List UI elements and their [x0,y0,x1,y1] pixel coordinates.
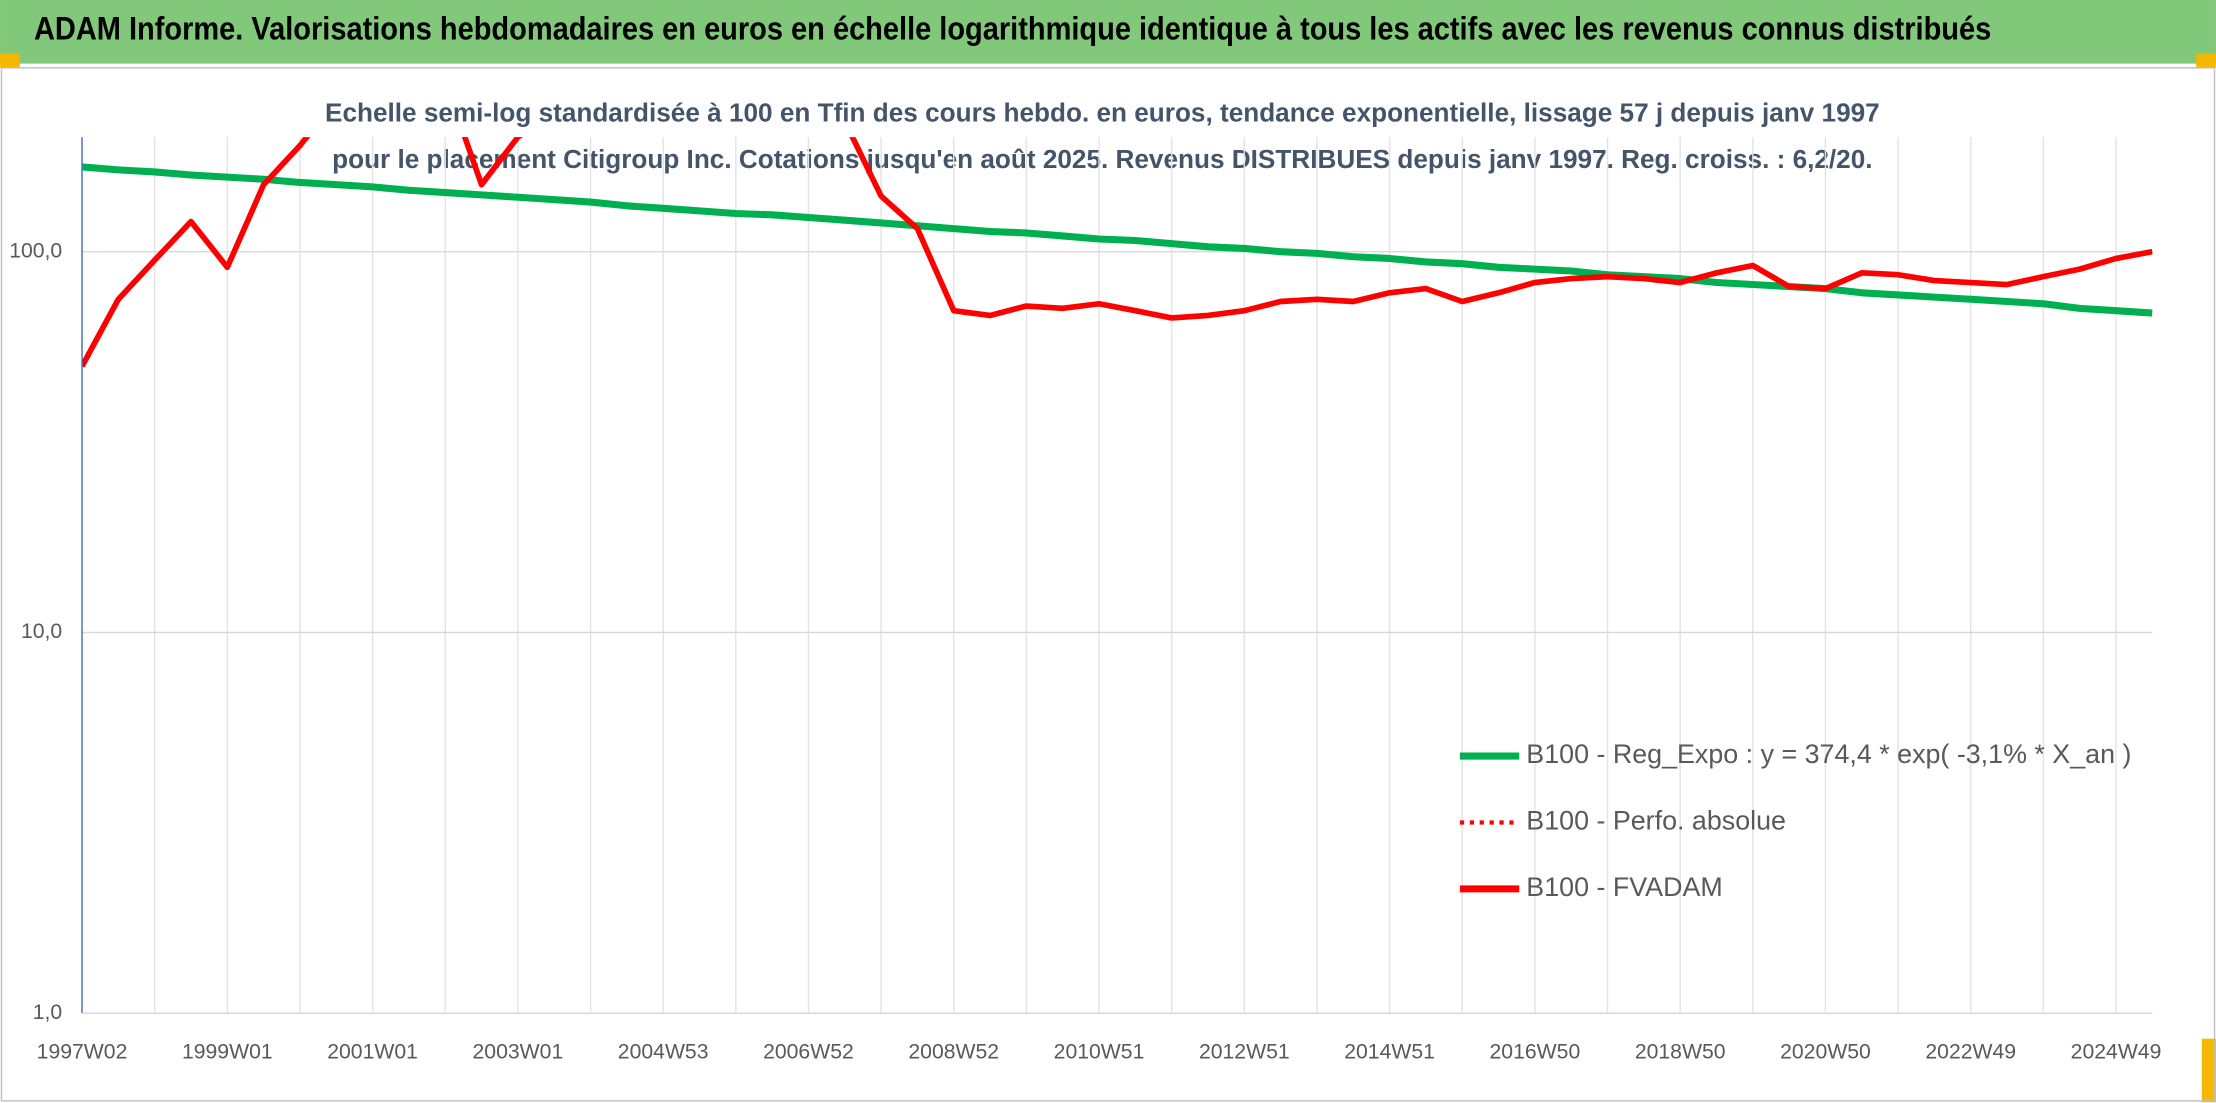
series-line [82,137,2153,368]
chart-title: ADAM Informe. Valorisations hebdomadaire… [34,11,1991,47]
x-tick-label: 2016W50 [1490,1040,1581,1063]
x-tick-label: 1997W02 [37,1040,128,1063]
x-tick-label: 2003W01 [473,1040,564,1063]
x-tick-label: 1999W01 [182,1040,273,1063]
corner-marker [0,53,20,68]
labels: 1,0 10,0 100,0 1997W02 1999W01 2001W01 2003W01… [9,239,2161,1063]
x-tick-label: 2022W49 [1925,1040,2016,1063]
x-tick-label: 2008W52 [908,1040,999,1063]
series-group [82,137,2153,368]
chart-subtitle: Echelle semi-log standardisée à 100 en T… [325,97,1880,174]
header-bar [0,0,2216,64]
x-tick-label: 2024W49 [2071,1040,2162,1063]
x-tick-label: 2012W51 [1199,1040,1290,1063]
corner-marker [2196,53,2216,68]
y-tick-label: 1,0 [33,1001,62,1024]
y-tick-label: 100,0 [9,239,62,262]
y-tick-label: 10,0 [21,620,62,643]
x-tick-label: 2020W50 [1780,1040,1871,1063]
x-tick-label: 2006W52 [763,1040,854,1063]
corner-marker [2201,1038,2216,1103]
x-tick-label: 2001W01 [327,1040,418,1063]
subtitle-box: Echelle semi-log standardisée à 100 en T… [325,97,1880,174]
x-tick-label: 2004W53 [618,1040,709,1063]
legend-label: B100 - Perfo. absolue [1526,806,1786,836]
legend-label: B100 - FVADAM [1526,872,1722,902]
legend-label: B100 - Reg_Expo : y = 374,4 * exp( -3,1%… [1526,739,2131,769]
chart-border [0,67,2216,1102]
x-tick-label: 2010W51 [1054,1040,1145,1063]
x-tick-label: 2018W50 [1635,1040,1726,1063]
x-tick-label: 2014W51 [1344,1040,1435,1063]
